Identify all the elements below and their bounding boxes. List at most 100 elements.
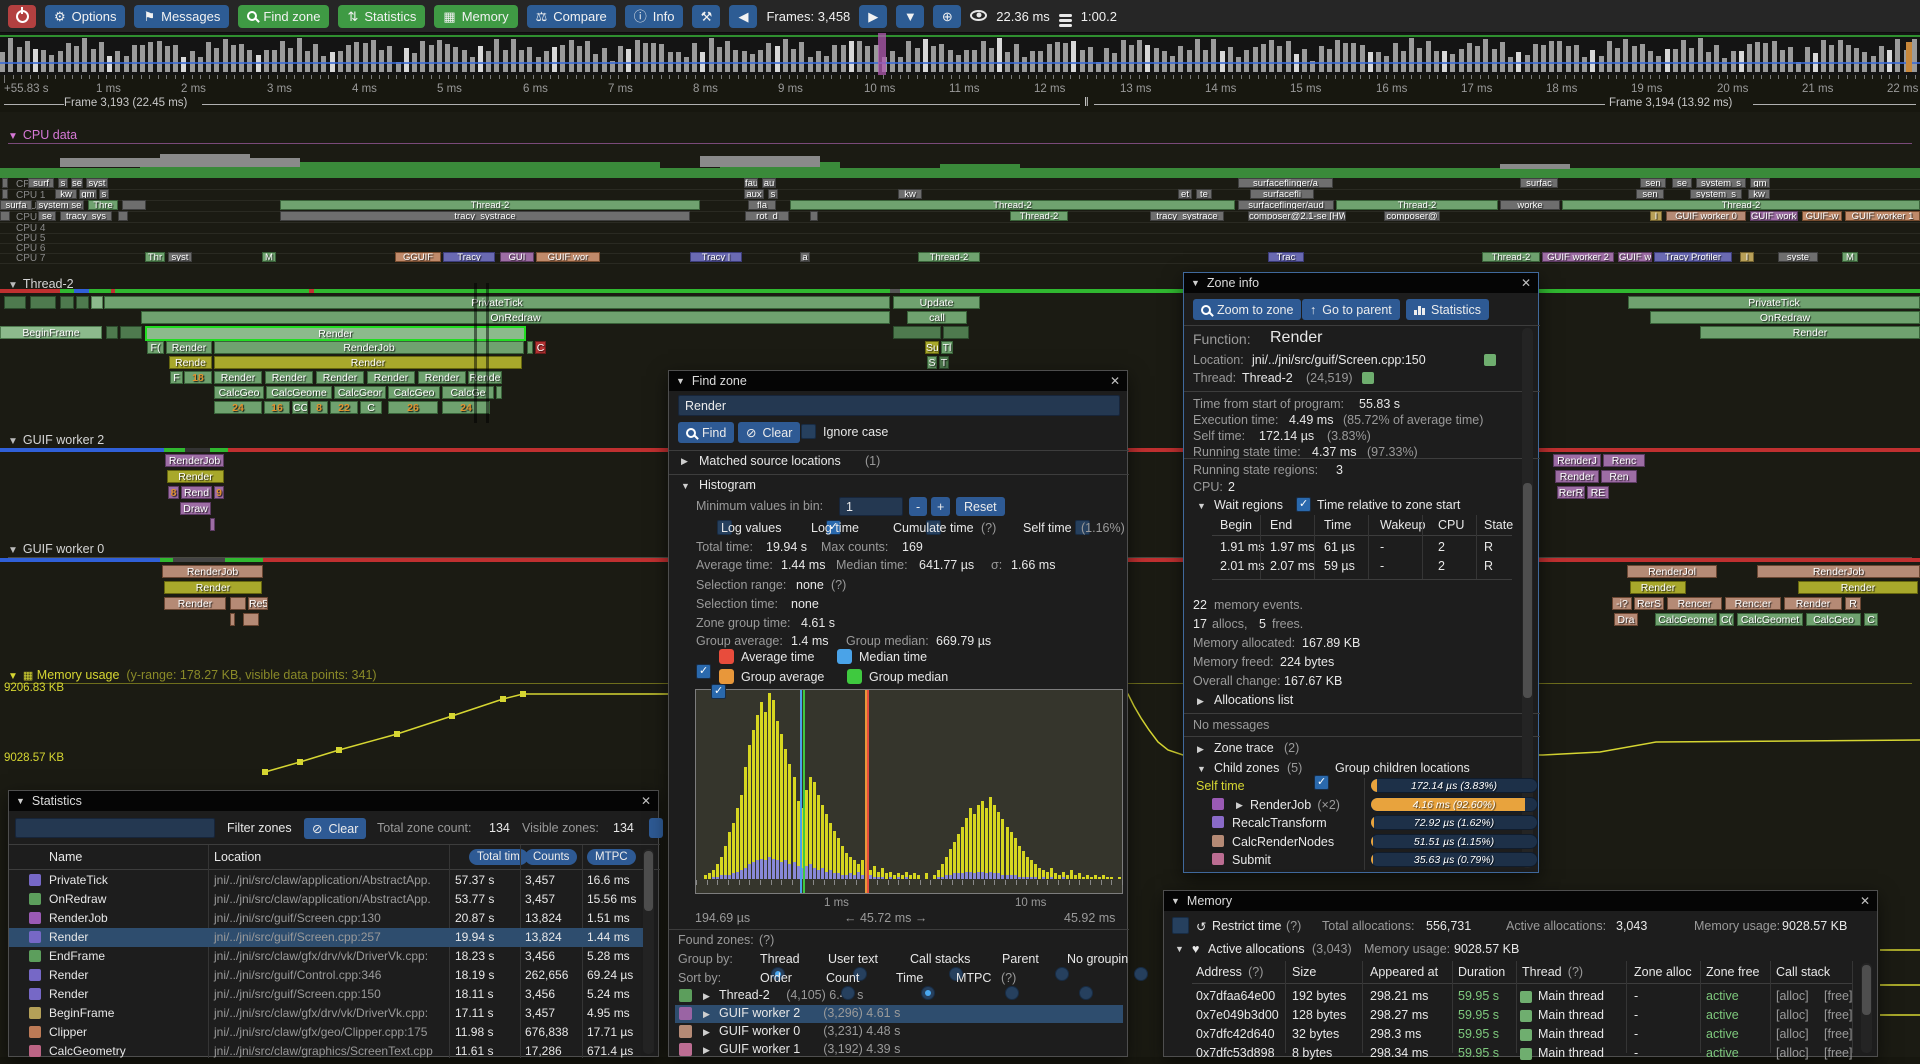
zone-trace-section[interactable]: Zone trace: [1214, 741, 1274, 755]
zone-onredraw[interactable]: OnRedraw: [141, 311, 890, 324]
zone-18[interactable]: 18: [184, 371, 212, 384]
memory-col-header[interactable]: Size: [1292, 965, 1316, 979]
cpu-zone[interactable]: Thread-2: [1010, 211, 1068, 221]
zone-unnamed[interactable]: [120, 326, 142, 339]
cpu-zone[interactable]: syst: [86, 178, 108, 188]
cpu-zone[interactable]: a: [800, 252, 810, 262]
cpu-zone[interactable]: syste: [1778, 252, 1818, 262]
memory-col-header[interactable]: Thread: [1522, 965, 1562, 979]
clear-button[interactable]: ⊘Clear: [738, 422, 800, 443]
statistics-shortcut-button[interactable]: Statistics: [1406, 299, 1489, 320]
sort-by-mtpc[interactable]: [1079, 986, 1093, 1000]
clipped-button[interactable]: [649, 818, 663, 838]
collapse-icon[interactable]: ▼: [676, 376, 685, 386]
cpu-zone[interactable]: GUIF worker 1: [1845, 211, 1920, 221]
cpu-zone[interactable]: sen: [1636, 189, 1664, 199]
zone-9[interactable]: 9: [214, 486, 224, 499]
cpu-zone[interactable]: Thread-2: [1336, 200, 1498, 210]
zone-rend[interactable]: Rend: [181, 486, 212, 499]
zone-update[interactable]: Update: [893, 296, 980, 309]
find-zone-titlebar[interactable]: ▼ Find zone ✕: [669, 371, 1127, 391]
cpu-zone[interactable]: kw: [55, 189, 77, 199]
zone-render[interactable]: Render: [166, 341, 212, 354]
sort-by-time[interactable]: [1005, 986, 1019, 1000]
cpu-data-section-header[interactable]: ▼CPU data: [8, 128, 77, 142]
found-zone-group[interactable]: ▶GUIF worker 2(3,296) 4.61 s: [675, 1005, 1123, 1023]
cpu-zone[interactable]: surfaceflinger/aud: [1238, 200, 1334, 210]
zone-renderj[interactable]: RenderJ: [1553, 454, 1601, 467]
cpu-zone[interactable]: syst: [168, 252, 192, 262]
cpu-zone[interactable]: tracy_systrace: [280, 211, 690, 221]
col-header-total-time[interactable]: Total tim: [469, 849, 528, 865]
cpu-zone[interactable]: s: [768, 189, 778, 199]
zone-22[interactable]: 22: [330, 401, 358, 414]
child-zone-name[interactable]: Self time: [1196, 779, 1245, 793]
statistics-row[interactable]: Clipperjni/../jni/src/claw/gfx/geo/Clipp…: [9, 1023, 649, 1042]
zone-re[interactable]: RE: [1587, 486, 1609, 499]
cpu-zone[interactable]: fla: [748, 200, 776, 210]
cpu-zone[interactable]: Trac: [1268, 252, 1304, 262]
cpu-zone[interactable]: Thread-2: [918, 252, 980, 262]
zone-unnamed[interactable]: [243, 613, 259, 626]
cpu-zone[interactable]: se: [1672, 178, 1692, 188]
cpu-zone[interactable]: s: [99, 189, 109, 199]
min-bin-increase-button[interactable]: +: [931, 497, 950, 516]
options-button[interactable]: ⚙Options: [45, 5, 125, 28]
statistics-row[interactable]: RenderJobjni/../jni/src/guif/Screen.cpp:…: [9, 909, 649, 928]
zone-privatetick[interactable]: PrivateTick: [104, 296, 890, 309]
cpu-zone[interactable]: GUIF w: [1618, 252, 1652, 262]
cpu-zone[interactable]: GUIF wor: [536, 252, 600, 262]
cpu-zone[interactable]: tracy_systrace: [1150, 211, 1224, 221]
cpu-zone[interactable]: gm: [1750, 178, 1770, 188]
cpu-zone[interactable]: system_s: [1690, 189, 1742, 199]
cpu-zone[interactable]: Thr: [145, 252, 165, 262]
legend-checkbox[interactable]: [696, 664, 711, 679]
cpu-zone[interactable]: [2, 189, 8, 199]
memory-col-header[interactable]: Duration: [1458, 965, 1505, 979]
statistics-row[interactable]: OnRedrawjni/../jni/src/claw/application/…: [9, 890, 649, 909]
filter-zones-input[interactable]: [15, 818, 215, 838]
group-children-checkbox[interactable]: [1314, 775, 1329, 790]
col-header-counts[interactable]: Counts: [525, 849, 577, 865]
cpu-zone[interactable]: kw: [898, 189, 922, 199]
zone-rerr[interactable]: RerR: [1557, 486, 1585, 499]
restrict-time-checkbox[interactable]: [1172, 917, 1189, 934]
col-header-mtpc[interactable]: MTPC: [587, 849, 636, 865]
zone-draw[interactable]: Draw: [180, 502, 211, 515]
frame-3194-label[interactable]: Frame 3,194 (13.92 ms): [1609, 97, 1732, 109]
next-frame-button[interactable]: ▶: [859, 5, 887, 28]
zone-rers[interactable]: RerS: [1634, 597, 1664, 610]
zone-renderjob[interactable]: RenderJob: [214, 341, 524, 354]
zone-render[interactable]: Render: [145, 326, 526, 341]
zone-render[interactable]: Render: [1700, 326, 1920, 339]
zone-unnamed[interactable]: [943, 326, 969, 339]
cpu-zone[interactable]: GUIF-w: [1802, 211, 1842, 221]
find-zone-button[interactable]: Find zone: [238, 5, 329, 28]
zone-f-[interactable]: F(: [147, 341, 164, 354]
allocations-list-section[interactable]: Allocations list: [1214, 693, 1293, 707]
found-zone-group[interactable]: ▶GUIF worker 1(3,192) 4.39 s: [675, 1041, 1123, 1058]
cpu-zone[interactable]: sen: [1640, 178, 1666, 188]
close-icon[interactable]: ✕: [1521, 276, 1531, 290]
col-header-name[interactable]: Name: [49, 850, 82, 864]
statistics-row[interactable]: PrivateTickjni/../jni/src/claw/applicati…: [9, 871, 649, 890]
cpu-zone[interactable]: au: [762, 178, 776, 188]
statistics-row[interactable]: Renderjni/../jni/src/guif/Screen.cpp:257…: [9, 928, 649, 947]
min-bin-decrease-button[interactable]: -: [909, 497, 927, 516]
prev-frame-button[interactable]: ◀: [729, 5, 757, 28]
child-zones-section[interactable]: Child zones: [1214, 761, 1279, 775]
wait-regions-section[interactable]: Wait regions: [1214, 498, 1283, 512]
zone-26[interactable]: 26: [388, 401, 438, 414]
cpu-zone[interactable]: GUIF worker 2: [1542, 252, 1614, 262]
zone-24[interactable]: 24: [214, 401, 262, 414]
find-zone-search-input[interactable]: [678, 395, 1120, 416]
found-zone-group[interactable]: ▶GUIF worker 0(3,231) 4.48 s: [675, 1023, 1123, 1041]
zone-unnamed[interactable]: [893, 326, 941, 339]
zone-t[interactable]: T: [939, 356, 949, 369]
zone-unnamed[interactable]: [4, 296, 26, 309]
cpu-zone[interactable]: et: [1178, 189, 1192, 199]
child-zone-name[interactable]: Submit: [1232, 853, 1271, 867]
cpu-zone[interactable]: system_s: [1696, 178, 1746, 188]
collapse-icon[interactable]: ▼: [1191, 278, 1200, 288]
zone-location[interactable]: jni/../jni/src/guif/Screen.cpp:150: [1252, 353, 1426, 367]
